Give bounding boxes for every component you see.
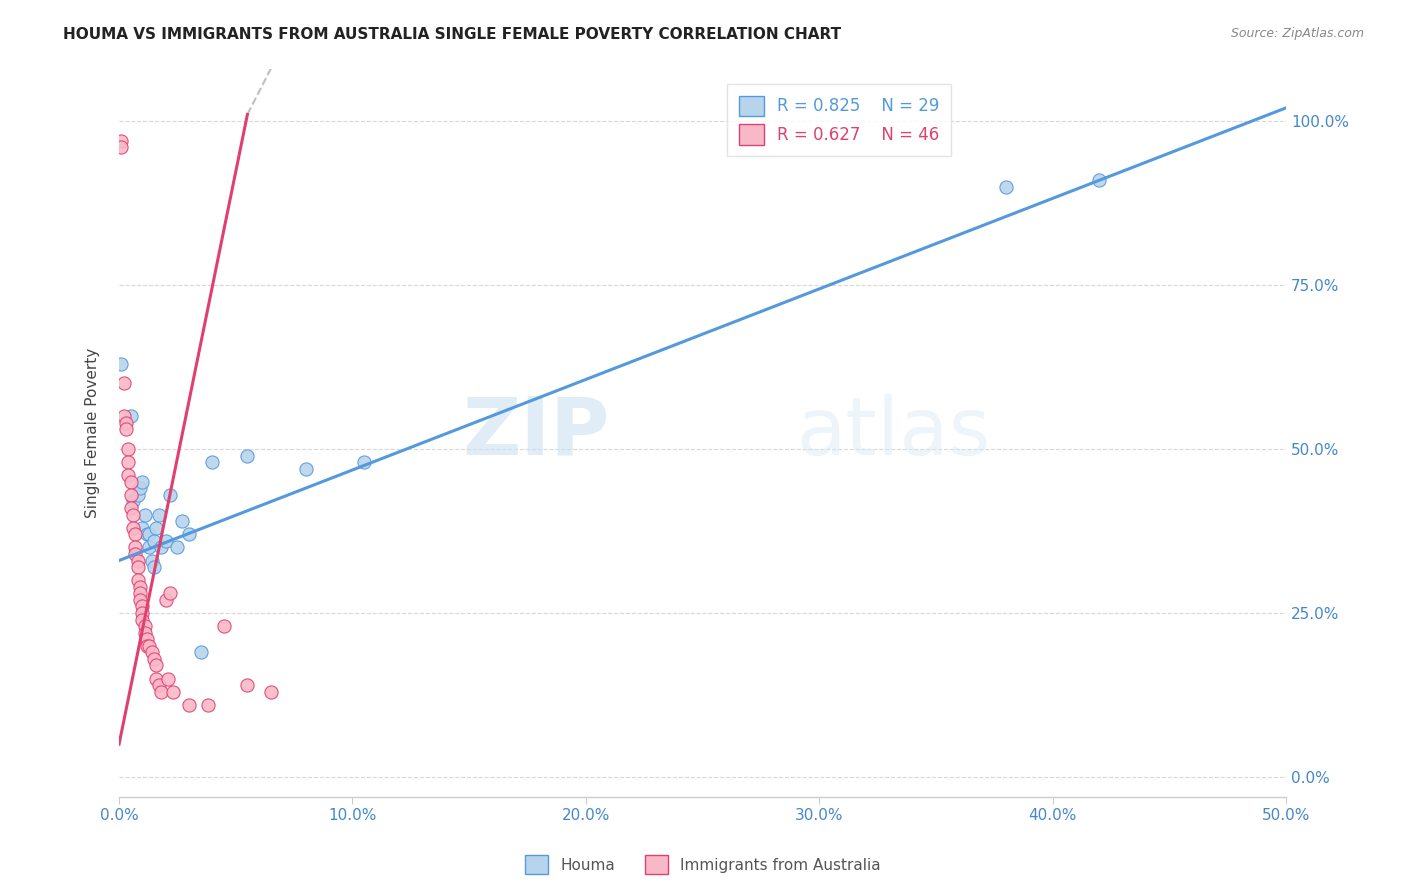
Point [236, 449, 259, 463]
Point [115, 416, 138, 430]
Point [127, 560, 149, 574]
Point [159, 586, 181, 600]
Point [143, 533, 166, 548]
Point [170, 514, 193, 528]
Point [159, 488, 181, 502]
Text: Source: ZipAtlas.com: Source: ZipAtlas.com [1230, 27, 1364, 40]
Point [136, 639, 159, 653]
Point [148, 678, 170, 692]
Point [190, 645, 212, 659]
Legend: R = 0.825    N = 29, R = 0.627    N = 46: R = 0.825 N = 29, R = 0.627 N = 46 [727, 84, 950, 156]
Point [155, 533, 177, 548]
Point [157, 672, 180, 686]
Point [260, 684, 283, 698]
Point [122, 494, 145, 508]
Point [141, 553, 163, 567]
Point [112, 376, 135, 391]
Point [134, 619, 156, 633]
Point [143, 652, 166, 666]
Point [124, 527, 146, 541]
Point [110, 134, 132, 148]
Point [120, 409, 142, 424]
Point [197, 698, 219, 712]
Point [143, 560, 166, 574]
Legend: Houma, Immigrants from Australia: Houma, Immigrants from Australia [519, 849, 887, 880]
Point [136, 527, 159, 541]
Point [138, 527, 160, 541]
Point [162, 684, 184, 698]
Point [120, 475, 142, 489]
Point [122, 508, 145, 522]
Point [131, 599, 153, 614]
Point [134, 508, 156, 522]
Point [129, 481, 152, 495]
Point [117, 455, 139, 469]
Point [134, 625, 156, 640]
Text: ZIP: ZIP [463, 393, 609, 472]
Point [145, 521, 167, 535]
Text: HOUMA VS IMMIGRANTS FROM AUSTRALIA SINGLE FEMALE POVERTY CORRELATION CHART: HOUMA VS IMMIGRANTS FROM AUSTRALIA SINGL… [63, 27, 841, 42]
Point [115, 422, 138, 436]
Point [129, 580, 152, 594]
Point [122, 521, 145, 535]
Point [145, 658, 167, 673]
Point [120, 488, 142, 502]
Point [177, 698, 200, 712]
Point [1088, 173, 1111, 187]
Text: atlas: atlas [796, 393, 990, 472]
Point [124, 547, 146, 561]
Point [129, 586, 152, 600]
Point [127, 573, 149, 587]
Point [131, 521, 153, 535]
Point [994, 179, 1017, 194]
Point [212, 619, 235, 633]
Point [117, 442, 139, 456]
Point [138, 639, 160, 653]
Point [148, 508, 170, 522]
Point [117, 468, 139, 483]
Point [150, 541, 173, 555]
Point [120, 501, 142, 516]
Point [131, 613, 153, 627]
Point [131, 475, 153, 489]
Point [353, 455, 375, 469]
Point [145, 672, 167, 686]
Point [110, 357, 132, 371]
Point [150, 684, 173, 698]
Y-axis label: Single Female Poverty: Single Female Poverty [86, 348, 100, 517]
Point [129, 593, 152, 607]
Point [141, 645, 163, 659]
Point [138, 541, 160, 555]
Point [110, 140, 132, 154]
Point [136, 632, 159, 647]
Point [112, 409, 135, 424]
Point [127, 488, 149, 502]
Point [127, 553, 149, 567]
Point [124, 541, 146, 555]
Point [131, 606, 153, 620]
Point [177, 527, 200, 541]
Point [236, 678, 259, 692]
Point [294, 461, 316, 475]
Point [201, 455, 224, 469]
Point [155, 593, 177, 607]
Point [166, 541, 188, 555]
